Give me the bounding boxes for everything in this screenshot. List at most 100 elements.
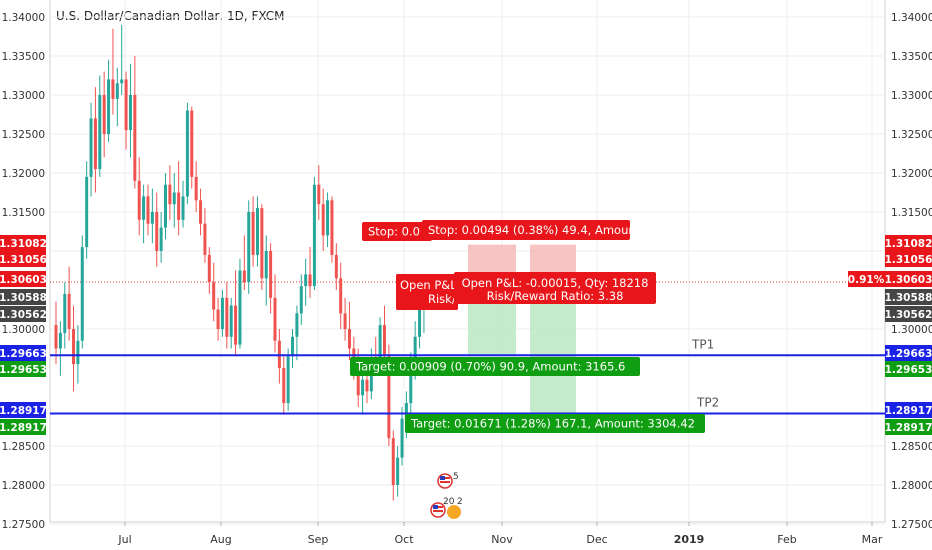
price-tag-text-right: 1.28917	[885, 405, 932, 417]
price-tag-left	[0, 235, 46, 251]
price-tag-left	[0, 289, 46, 305]
price-tag-text-left: 1.30588	[0, 292, 47, 304]
candle-body	[63, 293, 67, 333]
candle-body	[194, 176, 198, 201]
candle-body	[347, 329, 351, 349]
candle-body	[343, 313, 347, 329]
candle-body	[330, 200, 334, 255]
candle-body	[76, 340, 80, 365]
target-label-2: Target: 0.01671 (1.28%) 167.1, Amount: 3…	[410, 417, 695, 431]
target-label-2-bg	[405, 414, 705, 433]
candle-body	[286, 356, 290, 404]
risk-reward-label: Risk/Reward Ratio: 3.38	[487, 289, 624, 303]
x-tick-label: Sep	[308, 533, 329, 546]
candle-body	[111, 79, 115, 99]
candle-body	[128, 95, 132, 131]
candle-body	[146, 196, 150, 224]
price-tag-right	[885, 251, 932, 267]
event-count-3: 2	[457, 497, 463, 507]
candle-body	[159, 227, 163, 251]
us-flag-icon-stripe	[433, 510, 443, 512]
y-tick-label-right: 1.28500	[891, 441, 932, 453]
open-pnl-label-bg	[454, 272, 656, 304]
price-tag-text-right: 1.29653	[885, 364, 932, 376]
candle-body	[234, 305, 238, 345]
open-pnl-label: Open P&L: -0.00015, Qty: 18218	[462, 276, 649, 290]
price-tag-text-right: 1.29663	[885, 348, 932, 360]
candle-body	[54, 325, 58, 349]
candle-body	[361, 379, 365, 396]
candle-body	[150, 212, 154, 224]
candle-body	[295, 313, 299, 337]
rr-fragment: Risk/	[428, 292, 456, 306]
x-tick-label: Oct	[394, 533, 414, 546]
stop-label-behind-bg	[362, 222, 432, 241]
candle-body	[172, 192, 176, 205]
candle-body	[387, 356, 391, 439]
y-tick-label-left: 1.32000	[2, 168, 45, 180]
price-tag-right	[885, 402, 932, 418]
candle-body	[58, 332, 62, 349]
candle-body	[225, 297, 229, 337]
candle-body	[133, 95, 137, 181]
candle-body	[396, 457, 400, 485]
price-tag-left	[0, 345, 46, 361]
candle-body	[155, 212, 159, 251]
candle-body	[177, 192, 181, 220]
y-tick-label-right: 1.33000	[891, 90, 932, 102]
price-tag-text-right: 1.31056	[885, 254, 932, 266]
us-flag-icon-stripe	[440, 481, 450, 483]
us-flag-icon-canton	[440, 476, 445, 480]
candle-body	[164, 184, 167, 228]
candle-body	[199, 200, 203, 224]
price-tag-right	[885, 289, 932, 305]
x-tick-label: Jul	[117, 533, 131, 546]
target-label-1: Target: 0.00909 (0.70%) 90.9, Amount: 31…	[355, 360, 625, 374]
stop-label: Stop: 0.00494 (0.38%) 49.4, Amount: 2910	[428, 223, 677, 237]
candle-body	[216, 309, 220, 329]
open-pnl-behind-bg2	[396, 274, 458, 310]
y-tick-label-right: 1.30000	[891, 324, 932, 336]
y-tick-label-left: 1.30000	[2, 324, 45, 336]
x-tick-label: Dec	[586, 533, 607, 546]
candle-body	[168, 184, 172, 205]
event-count-1: 5	[453, 472, 459, 482]
candle-body	[400, 418, 404, 458]
y-tick-label-left: 1.28500	[2, 441, 45, 453]
y-tick-label-left: 1.31500	[2, 207, 45, 219]
price-tag-text-right: 1.28917	[885, 422, 932, 434]
us-flag-icon-canton	[433, 505, 438, 509]
y-tick-label-right: 1.33500	[891, 51, 932, 63]
y-tick-label-right: 1.34000	[891, 12, 932, 24]
x-tick-label: 2019	[674, 533, 705, 546]
candle-body	[80, 247, 84, 341]
candle-body	[326, 200, 330, 236]
candle-body	[391, 438, 395, 485]
candle-body	[304, 274, 308, 287]
candle-body	[255, 208, 259, 255]
candle-body	[120, 79, 124, 84]
candle-body	[107, 79, 111, 134]
candle-body	[282, 368, 286, 404]
candle-body	[334, 254, 338, 279]
candle-body	[137, 180, 141, 220]
x-tick-label: Nov	[491, 533, 513, 546]
candle-body	[102, 95, 106, 134]
tp-label-1: TP1	[691, 337, 714, 351]
event-dot-icon	[447, 505, 461, 519]
candle-body	[207, 254, 211, 283]
target-label-1-bg	[350, 357, 640, 376]
candle-body	[269, 251, 273, 298]
candle-body	[251, 212, 255, 255]
reward-zone-2	[530, 283, 576, 414]
x-tick-label: Mar	[862, 533, 883, 546]
candle-body	[185, 110, 189, 197]
candle-body	[67, 293, 71, 329]
y-tick-label-right: 1.31500	[891, 207, 932, 219]
price-tag-left	[0, 251, 46, 267]
candle-body	[321, 204, 325, 236]
price-tag-text-left: 1.30562	[0, 309, 47, 321]
price-tag-right	[885, 271, 932, 287]
